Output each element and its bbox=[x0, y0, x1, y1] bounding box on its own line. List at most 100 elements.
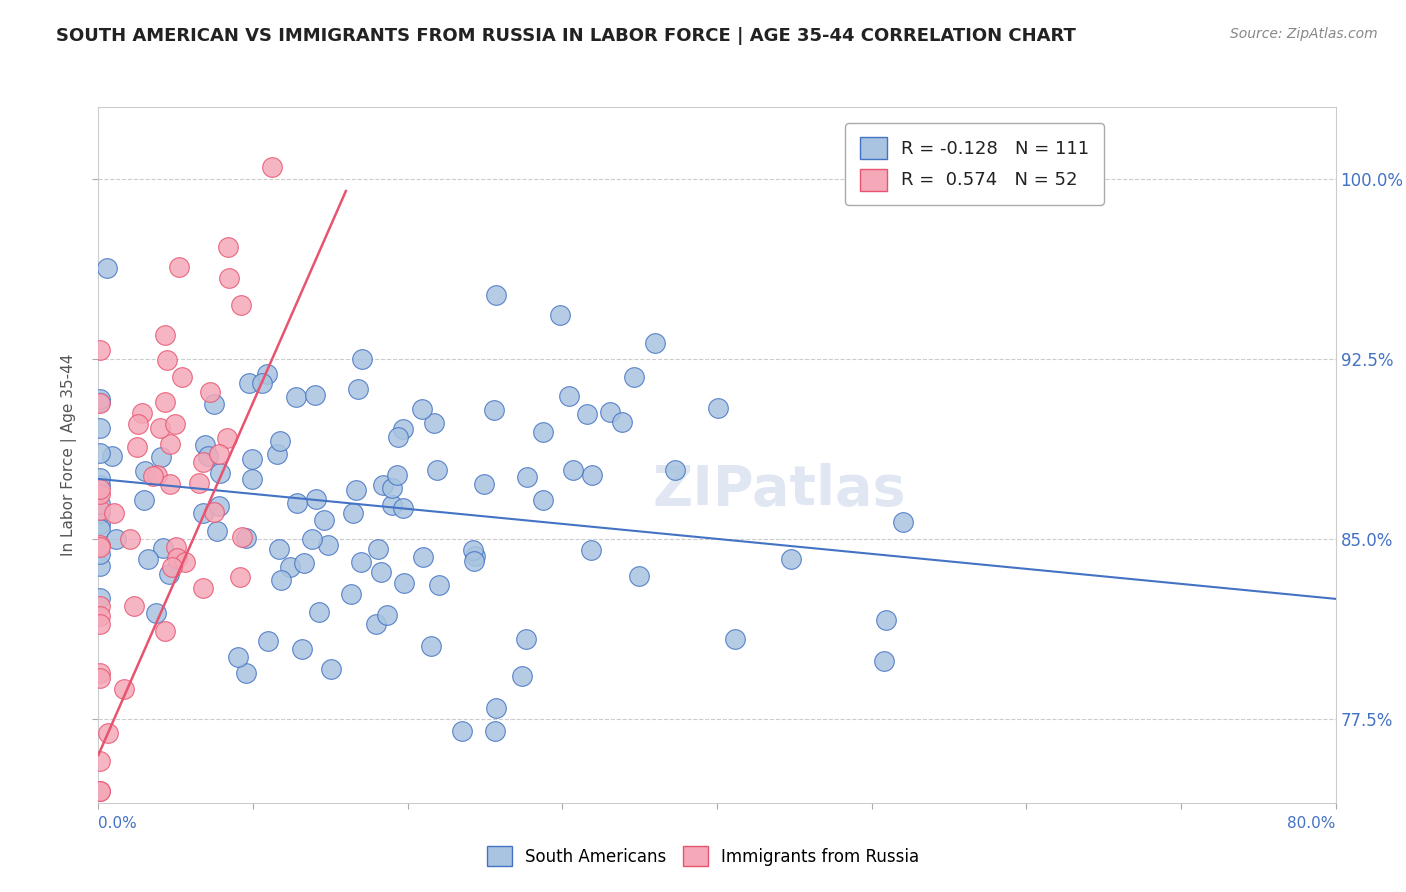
Point bbox=[159, 437, 181, 451]
Point bbox=[165, 540, 187, 554]
Point bbox=[450, 723, 472, 738]
Point bbox=[270, 573, 292, 587]
Point bbox=[142, 468, 165, 483]
Point bbox=[267, 542, 290, 557]
Point bbox=[318, 538, 340, 552]
Point bbox=[426, 463, 449, 477]
Point bbox=[422, 416, 444, 430]
Point bbox=[188, 476, 211, 491]
Point bbox=[780, 552, 803, 566]
Point bbox=[89, 784, 111, 798]
Point bbox=[165, 417, 187, 432]
Point bbox=[664, 462, 686, 476]
Point bbox=[202, 505, 225, 519]
Point bbox=[149, 421, 172, 435]
Point bbox=[381, 498, 404, 512]
Point bbox=[229, 570, 252, 584]
Point bbox=[484, 403, 506, 417]
Point bbox=[387, 430, 409, 444]
Point bbox=[145, 606, 167, 620]
Point bbox=[364, 617, 387, 632]
Point bbox=[169, 260, 191, 275]
Point bbox=[891, 515, 914, 529]
Point bbox=[89, 506, 111, 520]
Point bbox=[194, 438, 217, 452]
Point bbox=[112, 681, 135, 696]
Point bbox=[429, 577, 451, 591]
Point bbox=[321, 662, 343, 676]
Point bbox=[208, 466, 231, 480]
Point bbox=[166, 551, 188, 566]
Point bbox=[152, 541, 174, 555]
Point bbox=[510, 669, 533, 683]
Point bbox=[285, 496, 308, 510]
Point bbox=[240, 472, 263, 486]
Point bbox=[581, 468, 603, 483]
Point bbox=[628, 569, 651, 583]
Point bbox=[207, 500, 229, 514]
Point bbox=[394, 576, 416, 591]
Point bbox=[229, 298, 252, 312]
Point bbox=[373, 477, 395, 491]
Y-axis label: In Labor Force | Age 35-44: In Labor Force | Age 35-44 bbox=[60, 354, 77, 556]
Point bbox=[412, 549, 434, 564]
Point bbox=[392, 500, 415, 515]
Point bbox=[101, 450, 124, 464]
Point bbox=[197, 449, 219, 463]
Point bbox=[314, 513, 336, 527]
Point bbox=[350, 555, 373, 569]
Point bbox=[285, 390, 308, 404]
Point bbox=[340, 587, 363, 601]
Point bbox=[89, 608, 111, 623]
Point bbox=[127, 417, 149, 431]
Point bbox=[191, 455, 214, 469]
Point bbox=[235, 532, 257, 546]
Point bbox=[170, 369, 193, 384]
Point bbox=[533, 425, 555, 440]
Point bbox=[599, 405, 621, 419]
Point bbox=[250, 376, 273, 391]
Point bbox=[875, 613, 897, 627]
Point bbox=[132, 492, 155, 507]
Point bbox=[562, 463, 585, 477]
Point bbox=[89, 394, 111, 409]
Point bbox=[724, 632, 747, 646]
Point bbox=[134, 465, 156, 479]
Point bbox=[217, 431, 239, 445]
Point bbox=[89, 396, 111, 410]
Point bbox=[342, 506, 364, 520]
Point bbox=[205, 524, 228, 539]
Point bbox=[149, 450, 172, 465]
Point bbox=[301, 532, 323, 546]
Point bbox=[89, 617, 111, 632]
Point bbox=[411, 401, 433, 416]
Point bbox=[419, 639, 441, 653]
Point bbox=[463, 554, 485, 568]
Point bbox=[392, 422, 415, 436]
Point bbox=[516, 470, 538, 484]
Point bbox=[191, 506, 214, 520]
Point bbox=[707, 401, 730, 415]
Point bbox=[278, 560, 301, 574]
Point bbox=[96, 725, 118, 739]
Point bbox=[89, 538, 111, 552]
Point bbox=[89, 343, 111, 357]
Point bbox=[155, 327, 177, 342]
Point bbox=[89, 392, 111, 406]
Point bbox=[367, 542, 389, 557]
Point bbox=[579, 542, 602, 557]
Point bbox=[124, 599, 146, 613]
Point bbox=[208, 447, 231, 461]
Point bbox=[515, 632, 537, 646]
Point bbox=[262, 160, 284, 174]
Point bbox=[157, 567, 180, 582]
Text: SOUTH AMERICAN VS IMMIGRANTS FROM RUSSIA IN LABOR FORCE | AGE 35-44 CORRELATION : SOUTH AMERICAN VS IMMIGRANTS FROM RUSSIA… bbox=[56, 27, 1076, 45]
Point bbox=[89, 599, 111, 614]
Point bbox=[558, 389, 581, 403]
Text: Source: ZipAtlas.com: Source: ZipAtlas.com bbox=[1230, 27, 1378, 41]
Point bbox=[89, 665, 111, 680]
Point bbox=[873, 654, 896, 668]
Point bbox=[89, 497, 111, 511]
Point bbox=[217, 239, 239, 253]
Point bbox=[89, 420, 111, 434]
